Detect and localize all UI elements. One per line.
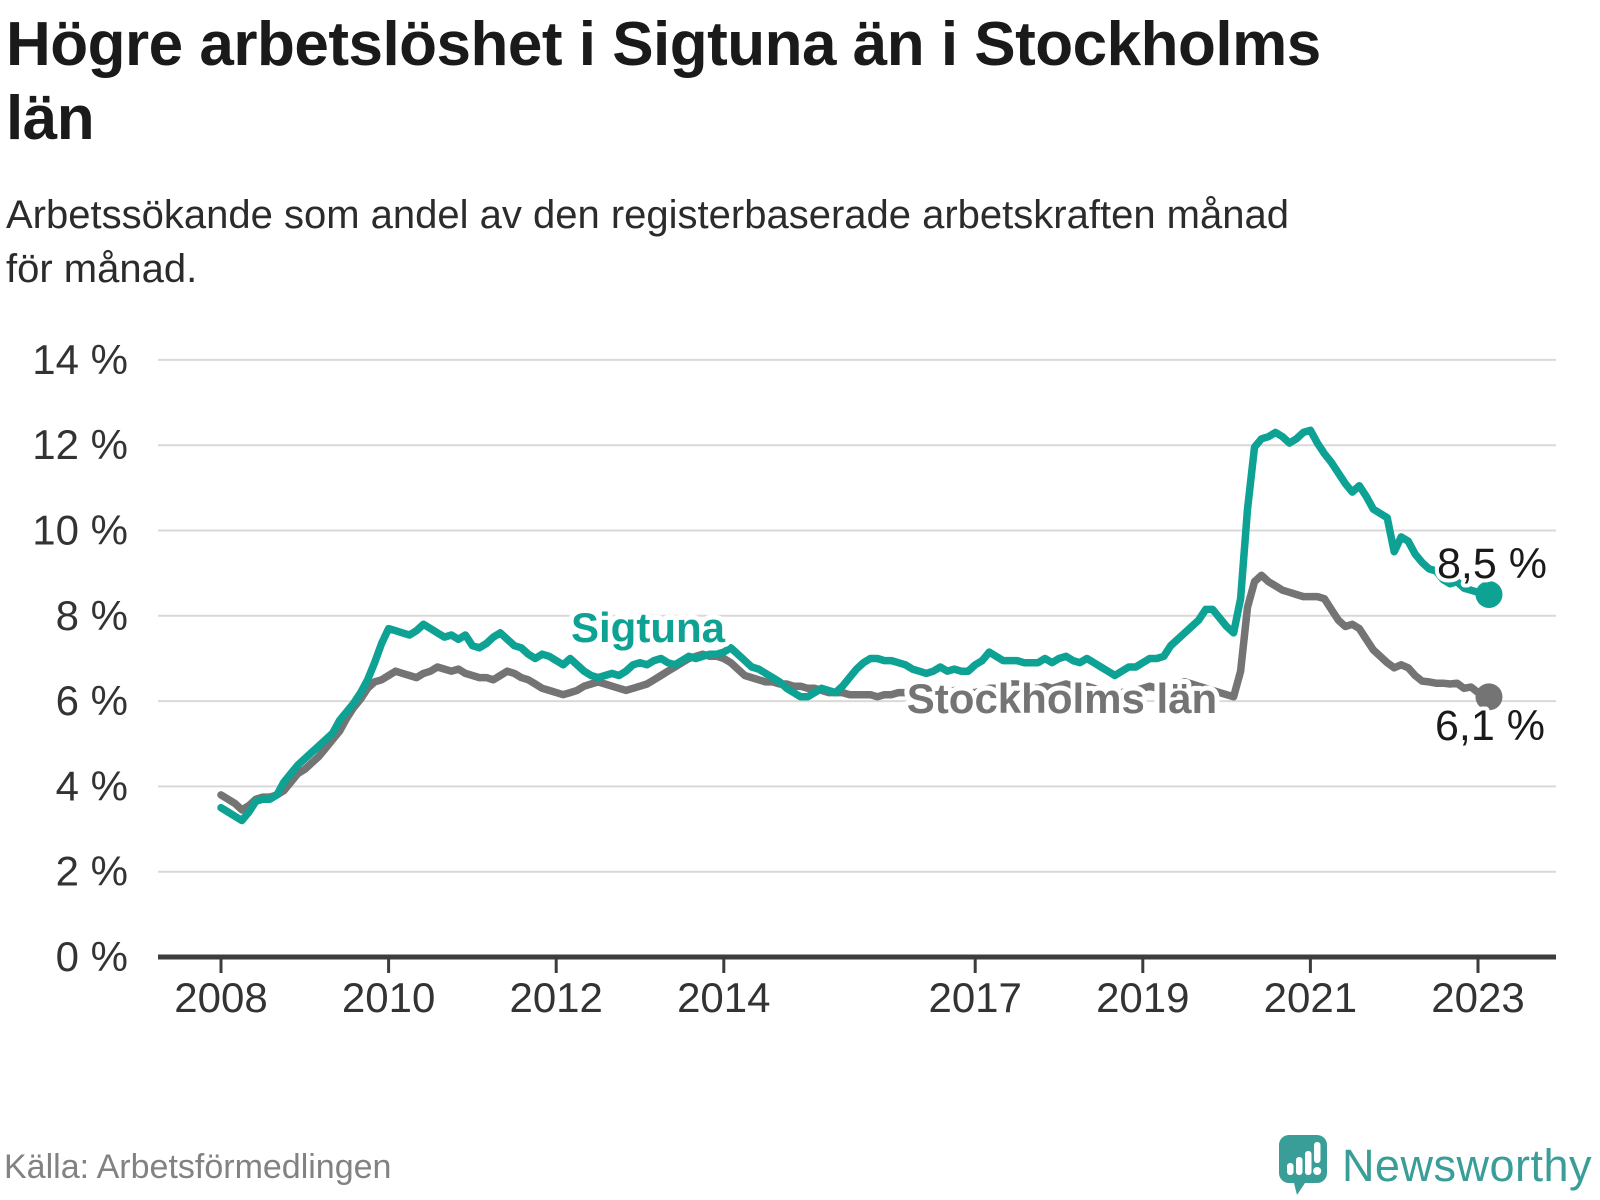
- x-axis-label: 2010: [342, 974, 435, 1021]
- series-label-stockholms-lan: Stockholms län: [907, 675, 1217, 722]
- y-axis-label: 14 %: [32, 336, 128, 383]
- gridlines: [158, 358, 1556, 873]
- x-axis-labels: 2008 2010 2012 2014 2017 2019 2021 2023: [174, 974, 1524, 1021]
- x-axis-label: 2023: [1431, 974, 1524, 1021]
- series-end-dot-stockholms-l-n: [1475, 683, 1503, 711]
- x-axis-label: 2019: [1096, 974, 1189, 1021]
- x-axis-label: 2014: [677, 974, 770, 1021]
- x-axis-label: 2008: [174, 974, 267, 1021]
- x-axis-label: 2017: [928, 974, 1021, 1021]
- line-chart: 0 % 2 % 4 % 6 % 8 % 10 % 12 % 14 % 2008 2010 2012…: [32, 336, 1556, 1021]
- y-axis-label: 8 %: [56, 592, 128, 639]
- source-note: Källa: Arbetsförmedlingen: [4, 1148, 392, 1186]
- y-axis-labels: 0 % 2 % 4 % 6 % 8 % 10 % 12 % 14 %: [32, 336, 128, 980]
- newsworthy-logo: Newsworthy: [1278, 1134, 1592, 1198]
- x-axis-ticks: [219, 957, 1480, 973]
- end-value-label-stockholms-lan: 6,1 %: [1435, 702, 1545, 750]
- y-axis-label: 6 %: [56, 677, 128, 724]
- x-axis-label: 2012: [509, 974, 602, 1021]
- y-axis-label: 4 %: [56, 762, 128, 809]
- chart-subtitle: Arbetssökande som andel av den registerb…: [6, 193, 1289, 291]
- series-line-sigtuna: [217, 426, 1489, 825]
- y-axis-label: 12 %: [32, 421, 128, 468]
- end-value-label-sigtuna: 8,5 %: [1437, 540, 1547, 588]
- series-end-dot-sigtuna: [1475, 580, 1503, 608]
- series-end-dots: [1475, 580, 1503, 711]
- y-axis-label: 10 %: [32, 507, 128, 554]
- newsworthy-logo-text: Newsworthy: [1341, 1140, 1592, 1191]
- y-axis-label: 0 %: [56, 933, 128, 980]
- newsworthy-logo-icon: [1278, 1135, 1327, 1195]
- x-axis-label: 2021: [1264, 974, 1357, 1021]
- series-label-sigtuna: Sigtuna: [571, 604, 726, 651]
- page-title: Högre arbetslöshet i Sigtuna än i Stockh…: [6, 10, 1321, 154]
- series-lines: [217, 426, 1489, 825]
- y-axis-label: 2 %: [56, 848, 128, 895]
- series-line-stockholms-l-n: [217, 571, 1489, 814]
